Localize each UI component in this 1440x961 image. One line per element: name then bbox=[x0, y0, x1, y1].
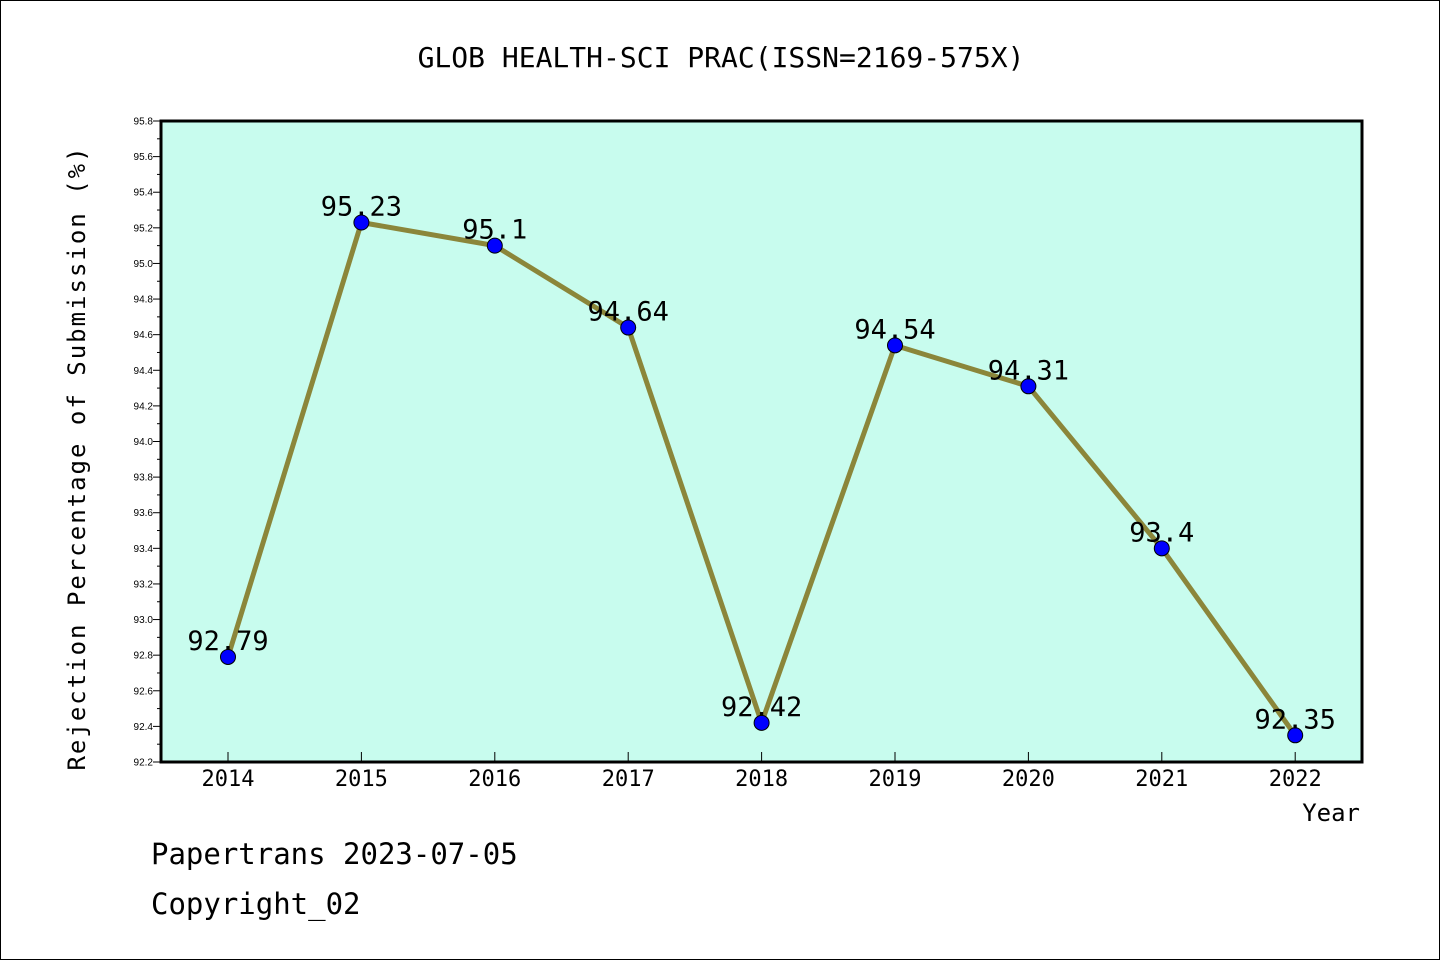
y-tick-label: 93.4 bbox=[134, 544, 154, 555]
y-tick-label: 93.6 bbox=[134, 508, 154, 519]
chart-title: GLOB HEALTH-SCI PRAC(ISSN=2169-575X) bbox=[418, 41, 1025, 74]
y-tick-label: 92.6 bbox=[134, 686, 154, 697]
y-tick-label: 95.8 bbox=[134, 117, 154, 128]
data-point-marker bbox=[620, 319, 637, 336]
y-tick-label: 95.2 bbox=[134, 223, 154, 234]
data-label: 92.79 bbox=[187, 626, 268, 657]
y-tick-label: 95.6 bbox=[134, 152, 154, 163]
y-tick-label: 92.8 bbox=[134, 651, 154, 662]
y-tick-label: 95.4 bbox=[134, 188, 154, 199]
plot-border bbox=[159, 119, 1364, 764]
y-tick-label: 94.2 bbox=[134, 401, 154, 412]
data-labels: 92.79 95.23 95.1 94.64 92.42 94.54 94.31 93.4 92… bbox=[187, 191, 1335, 735]
x-tick-label: 2021 bbox=[1135, 767, 1188, 792]
x-tick-label: 2020 bbox=[1002, 767, 1055, 792]
y-axis-label: Rejection Percentage of Submission (%) bbox=[63, 145, 91, 770]
data-point-marker bbox=[1287, 727, 1304, 744]
data-point-marker bbox=[220, 648, 236, 665]
x-tick-label: 2015 bbox=[335, 767, 388, 792]
x-tick-label: 2018 bbox=[735, 767, 788, 792]
data-label: 93.4 bbox=[1129, 517, 1194, 548]
data-point-marker bbox=[1020, 378, 1037, 395]
y-tick-label: 92.2 bbox=[134, 758, 154, 769]
y-tick-label: 94.8 bbox=[134, 295, 154, 306]
x-tick-label: 2014 bbox=[202, 767, 255, 792]
x-axis: 2014 2015 2016 2017 2018 2019 2020 2021 2022 bbox=[202, 752, 1322, 792]
data-label: 94.31 bbox=[988, 355, 1069, 386]
footer-date: Papertrans 2023-07-05 bbox=[151, 837, 518, 871]
x-tick-label: 2022 bbox=[1269, 767, 1322, 792]
y-tick-label: 93.0 bbox=[134, 615, 154, 626]
data-label: 92.42 bbox=[721, 692, 802, 723]
data-label: 94.64 bbox=[588, 297, 669, 328]
y-tick-label: 92.4 bbox=[134, 722, 154, 733]
footer-copyright: Copyright_02 bbox=[151, 887, 361, 921]
data-label: 95.1 bbox=[462, 215, 527, 246]
y-axis: 92.2 92.4 92.6 92.8 93.0 93.2 93.4 93.6 93.8 94.0… bbox=[134, 117, 161, 769]
data-point-marker bbox=[1153, 540, 1170, 557]
x-axis-label: Year bbox=[1302, 799, 1360, 827]
y-tick-label: 94.0 bbox=[134, 437, 154, 448]
data-point-marker bbox=[353, 214, 370, 231]
data-point-marker bbox=[486, 237, 503, 254]
data-label: 94.54 bbox=[854, 314, 935, 345]
y-tick-label: 95.0 bbox=[134, 259, 154, 270]
x-tick-label: 2017 bbox=[602, 767, 655, 792]
data-point-marker bbox=[887, 337, 903, 354]
y-tick-label: 93.8 bbox=[134, 473, 154, 484]
x-tick-label: 2019 bbox=[869, 767, 922, 792]
y-tick-label: 93.2 bbox=[134, 579, 154, 590]
data-label: 92.35 bbox=[1255, 704, 1336, 735]
data-markers bbox=[220, 214, 1304, 744]
y-tick-label: 94.4 bbox=[134, 366, 154, 377]
data-label: 95.23 bbox=[321, 191, 402, 222]
y-tick-label: 94.6 bbox=[134, 330, 154, 341]
x-tick-label: 2016 bbox=[468, 767, 521, 792]
data-point-marker bbox=[753, 714, 770, 731]
